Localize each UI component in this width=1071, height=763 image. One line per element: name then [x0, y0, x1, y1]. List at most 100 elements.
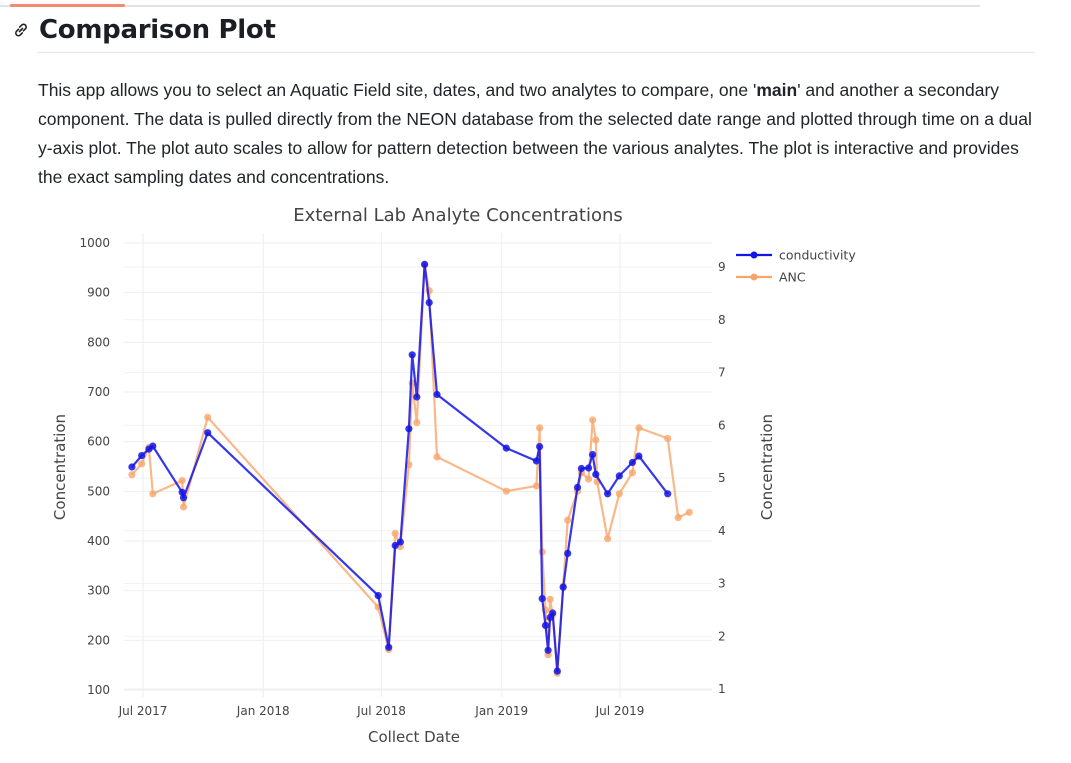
y-tick-label: 100 [87, 683, 110, 697]
y2-tick-label: 1 [718, 682, 726, 696]
y2-tick-label: 6 [718, 418, 726, 432]
y-tick-label: 900 [87, 286, 110, 300]
data-point-conductivity[interactable] [502, 444, 510, 452]
heading-divider [37, 52, 1035, 53]
y-tick-label: 300 [87, 584, 110, 598]
data-point-conductivity[interactable] [628, 458, 637, 467]
legend: conductivity ANC [736, 248, 856, 285]
data-point-anc[interactable] [564, 516, 572, 524]
y2-tick-label: 8 [718, 313, 726, 327]
x-tick-label: Jul 2018 [356, 704, 406, 718]
data-point-conductivity[interactable] [635, 452, 643, 460]
x-axis-title: Collect Date [368, 728, 460, 746]
data-point-conductivity[interactable] [604, 490, 612, 498]
data-point-anc[interactable] [532, 482, 541, 490]
y-axis-left: 100 200 300 400 500 600 700 800 900 1000 [79, 236, 110, 697]
data-point-conductivity[interactable] [549, 609, 557, 617]
data-point-anc[interactable] [413, 419, 421, 427]
data-point-conductivity[interactable] [585, 464, 593, 472]
legend-label-anc: ANC [779, 270, 806, 285]
data-point-anc[interactable] [585, 475, 593, 483]
x-tick-label: Jul 2019 [595, 704, 645, 718]
chart-title: External Lab Analyte Concentrations [293, 205, 623, 226]
description-text-1: This app allows you to select an Aquatic… [38, 80, 757, 100]
data-point-anc[interactable] [149, 490, 157, 498]
y2-tick-label: 4 [718, 524, 726, 538]
data-point-conductivity[interactable] [421, 260, 429, 268]
description-emphasis: main [756, 80, 798, 100]
data-point-anc[interactable] [391, 529, 399, 537]
data-point-conductivity[interactable] [573, 483, 582, 491]
legend-swatch-marker [750, 251, 758, 259]
data-point-conductivity[interactable] [553, 667, 561, 675]
data-point-conductivity[interactable] [391, 541, 399, 550]
comparison-chart[interactable]: External Lab Analyte Concentrations 100 2… [0, 195, 1071, 763]
legend-item-conductivity[interactable]: conductivity [736, 248, 856, 263]
data-point-conductivity[interactable] [559, 583, 567, 591]
data-point-conductivity[interactable] [538, 595, 546, 603]
y-axis-title: Concentration [51, 414, 69, 520]
y-tick-label: 600 [87, 435, 110, 449]
data-point-conductivity[interactable] [138, 452, 146, 460]
data-point-conductivity[interactable] [564, 549, 572, 557]
data-point-conductivity[interactable] [615, 472, 623, 480]
data-point-anc[interactable] [664, 434, 672, 442]
active-tab-indicator [10, 4, 125, 7]
x-tick-label: Jan 2019 [474, 704, 528, 718]
y2-axis-title: Concentration [758, 414, 776, 520]
data-point-conductivity[interactable] [541, 621, 550, 629]
data-point-conductivity[interactable] [664, 490, 672, 498]
data-point-conductivity[interactable] [433, 390, 441, 399]
data-point-conductivity[interactable] [149, 442, 157, 450]
data-point-anc[interactable] [179, 503, 188, 511]
data-point-conductivity[interactable] [408, 351, 416, 359]
legend-swatch-marker [750, 273, 758, 281]
link-icon[interactable] [10, 19, 32, 41]
y-tick-label: 1000 [79, 236, 110, 250]
grid [124, 233, 712, 697]
data-point-conductivity[interactable] [396, 538, 404, 546]
data-point-anc[interactable] [178, 477, 186, 485]
data-point-conductivity[interactable] [405, 425, 413, 433]
data-point-anc[interactable] [204, 413, 212, 421]
data-point-anc[interactable] [536, 424, 544, 432]
data-point-anc[interactable] [604, 535, 612, 543]
data-point-conductivity[interactable] [589, 451, 597, 459]
data-point-conductivity[interactable] [425, 299, 433, 307]
page-title: Comparison Plot [39, 15, 276, 45]
data-point-anc[interactable] [128, 471, 136, 479]
series-conductivity [128, 260, 672, 675]
data-point-conductivity[interactable] [544, 646, 552, 654]
plot-area[interactable] [128, 260, 693, 677]
data-point-anc[interactable] [433, 453, 441, 461]
data-point-conductivity[interactable] [128, 463, 136, 471]
data-point-anc[interactable] [685, 508, 693, 516]
series-line-anc [131, 263, 690, 675]
x-tick-label: Jul 2017 [118, 704, 168, 718]
data-point-anc[interactable] [546, 595, 554, 603]
data-point-anc[interactable] [635, 424, 643, 432]
data-point-anc[interactable] [138, 460, 146, 468]
data-point-anc[interactable] [592, 436, 600, 444]
y-tick-label: 200 [87, 633, 110, 647]
y2-tick-label: 2 [718, 629, 726, 643]
data-point-conductivity[interactable] [577, 464, 586, 473]
data-point-anc[interactable] [589, 416, 597, 424]
y2-tick-label: 9 [718, 260, 726, 274]
data-point-conductivity[interactable] [413, 393, 421, 401]
data-point-anc[interactable] [628, 469, 637, 477]
data-point-conductivity[interactable] [374, 592, 382, 600]
data-point-conductivity[interactable] [592, 470, 600, 478]
data-point-conductivity[interactable] [536, 443, 544, 451]
data-point-conductivity[interactable] [179, 494, 188, 502]
data-point-anc[interactable] [502, 487, 510, 495]
data-point-conductivity[interactable] [385, 643, 393, 651]
data-point-conductivity[interactable] [178, 488, 186, 496]
y-axis-right: 1 2 3 4 5 6 7 8 9 [718, 260, 726, 696]
data-point-conductivity[interactable] [532, 457, 541, 465]
data-point-anc[interactable] [674, 514, 682, 522]
data-point-anc[interactable] [615, 490, 623, 498]
y2-tick-label: 7 [718, 366, 726, 380]
data-point-conductivity[interactable] [204, 429, 212, 437]
legend-item-anc[interactable]: ANC [736, 270, 806, 285]
